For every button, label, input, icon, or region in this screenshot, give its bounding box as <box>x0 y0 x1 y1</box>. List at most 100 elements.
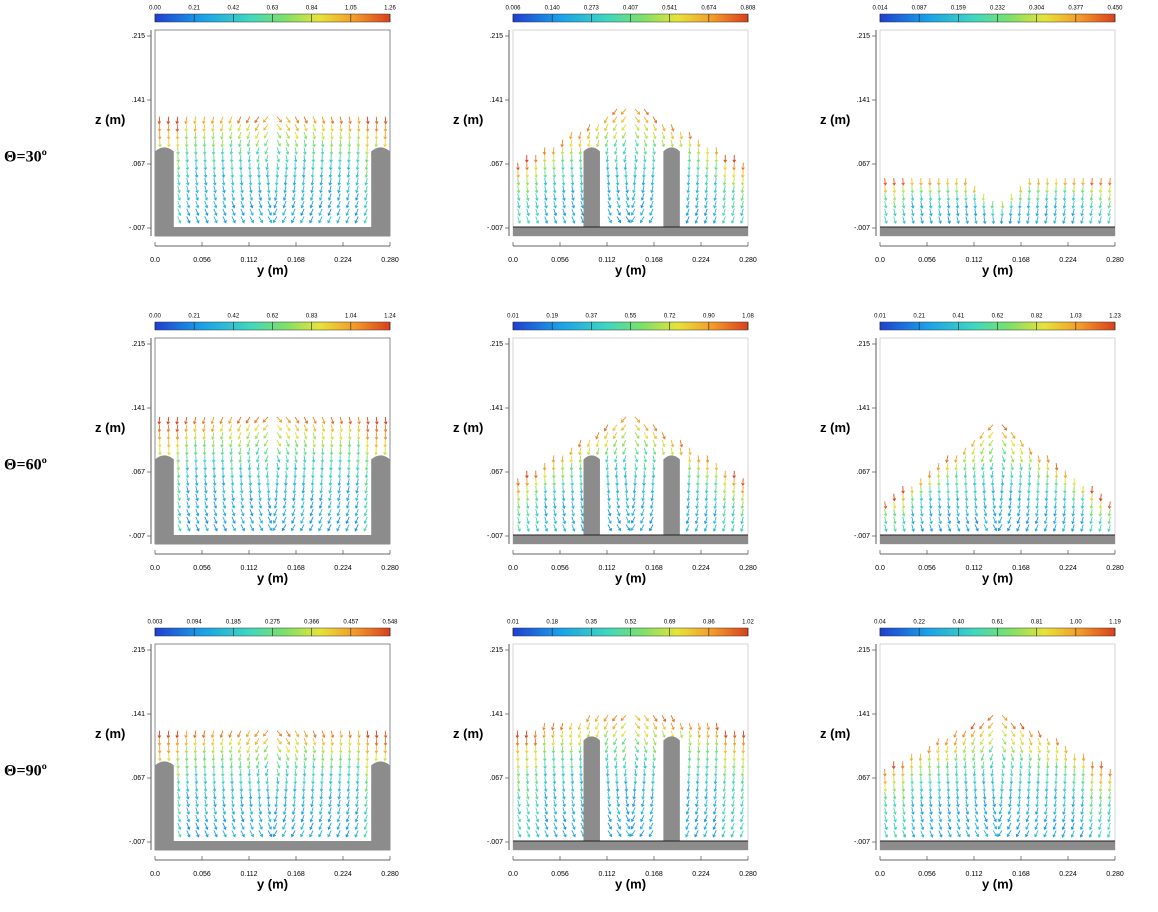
vector-arrow <box>713 486 718 494</box>
vector-arrow <box>1027 776 1031 785</box>
vector-arrow <box>571 200 576 209</box>
vector-arrow <box>291 193 296 201</box>
vector-arrow <box>974 807 979 815</box>
vector-arrow <box>1080 216 1084 225</box>
vector-arrow <box>1089 509 1094 517</box>
vector-arrow <box>614 470 619 479</box>
vector-arrow <box>714 470 718 479</box>
vector-arrow <box>275 170 280 179</box>
vector-arrow <box>231 501 236 509</box>
vector-arrow <box>195 216 200 224</box>
vector-arrow <box>722 516 726 525</box>
vector-arrow <box>987 714 994 721</box>
vector-arrow <box>195 501 200 509</box>
vector-arrow <box>712 216 717 224</box>
vector-arrow <box>231 185 235 194</box>
y-axis-label: y (m) <box>257 876 288 891</box>
vector-arrow <box>329 147 334 156</box>
vector-arrow <box>634 131 640 139</box>
vector-arrow <box>731 193 735 202</box>
vector-arrow <box>569 131 573 140</box>
colorbar-label: 0.450 <box>1107 6 1123 12</box>
vector-arrow <box>586 124 591 132</box>
vector-arrow <box>176 139 180 148</box>
vector-arrow <box>661 439 666 448</box>
vector-arrow <box>1010 462 1014 471</box>
vector-arrow <box>901 193 906 202</box>
vector-arrow <box>534 478 538 487</box>
vector-arrow <box>1107 792 1112 800</box>
vector-arrow <box>893 814 897 823</box>
vector-arrow <box>911 216 915 225</box>
y-tick-label: 0.168 <box>1012 257 1030 264</box>
vector-arrow <box>713 791 717 800</box>
vector-arrow <box>938 822 943 831</box>
vector-arrow <box>1028 462 1032 471</box>
vector-arrow <box>184 139 189 148</box>
vector-arrow <box>328 470 333 479</box>
vector-arrow <box>643 738 648 746</box>
vector-arrow <box>544 509 548 517</box>
vector-arrow <box>1046 455 1050 464</box>
vector-arrow <box>258 185 262 194</box>
vector-arrow <box>614 768 619 777</box>
vector-arrow <box>517 524 521 532</box>
vector-arrow <box>553 208 558 217</box>
vector-arrow <box>240 185 244 194</box>
vector-arrow <box>267 814 272 823</box>
vector-arrow <box>285 745 290 754</box>
vector-arrow <box>696 162 700 171</box>
plot-frame <box>879 643 1116 851</box>
vector-arrow <box>285 432 291 440</box>
vector-arrow <box>595 124 600 132</box>
vector-arrow <box>561 769 565 777</box>
vector-arrow <box>357 416 361 425</box>
vector-arrow <box>1053 208 1057 217</box>
vector-arrow <box>1098 792 1103 800</box>
vector-arrow <box>229 769 234 777</box>
vector-arrow <box>301 784 306 793</box>
vector-arrow <box>327 508 332 517</box>
vector-arrow <box>615 170 619 179</box>
vector-arrow <box>282 822 287 830</box>
colorbar-label: 0.21 <box>913 314 925 320</box>
vector-arrow <box>337 162 342 171</box>
vector-arrow <box>570 470 574 479</box>
vector-arrow <box>634 116 640 123</box>
vector-arrow <box>982 201 986 209</box>
vector-arrow <box>254 730 260 738</box>
vector-arrow <box>1054 761 1059 770</box>
vector-arrow <box>525 486 530 494</box>
vector-arrow <box>606 784 611 793</box>
vector-arrow <box>649 216 654 224</box>
vector-arrow <box>231 193 236 201</box>
vector-arrow <box>291 200 296 209</box>
vector-arrow <box>1099 178 1103 186</box>
vector-arrow <box>274 178 279 186</box>
y-tick-label: 0.280 <box>381 871 399 878</box>
vector-arrow <box>213 791 217 800</box>
vector-arrow <box>204 200 209 209</box>
vector-arrow <box>267 822 272 830</box>
vector-arrow <box>1046 738 1051 746</box>
vector-arrow <box>542 745 547 754</box>
vector-arrow <box>272 524 278 532</box>
vector-arrow <box>703 830 708 838</box>
vector-arrow <box>1035 493 1040 502</box>
vector-arrow <box>203 170 208 179</box>
vector-arrow <box>605 154 610 163</box>
vector-arrow <box>267 208 272 216</box>
vector-arrow <box>204 830 209 838</box>
vector-arrow <box>1053 216 1057 225</box>
vector-arrow <box>525 501 530 510</box>
vector-arrow <box>624 784 629 793</box>
vector-arrow <box>631 508 636 517</box>
vector-arrow <box>1045 478 1049 487</box>
vector-arrow <box>620 722 627 729</box>
z-axis-label: z (m) <box>453 420 483 435</box>
plot-frame <box>512 643 749 851</box>
vector-arrow <box>302 455 307 464</box>
panel: 0.006 0.140 0.273 0.407 0.541 0.674 0.808.215.… <box>453 6 757 278</box>
vector-arrow <box>366 416 370 425</box>
vector-arrow <box>237 131 242 140</box>
